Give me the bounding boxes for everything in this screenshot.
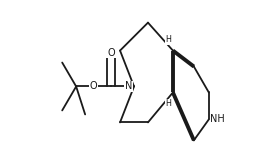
Text: O: O [107,48,115,58]
Text: N: N [125,81,132,92]
Text: H: H [165,99,171,108]
Text: NH: NH [210,114,225,124]
Text: H: H [165,35,171,44]
Text: O: O [89,81,97,92]
